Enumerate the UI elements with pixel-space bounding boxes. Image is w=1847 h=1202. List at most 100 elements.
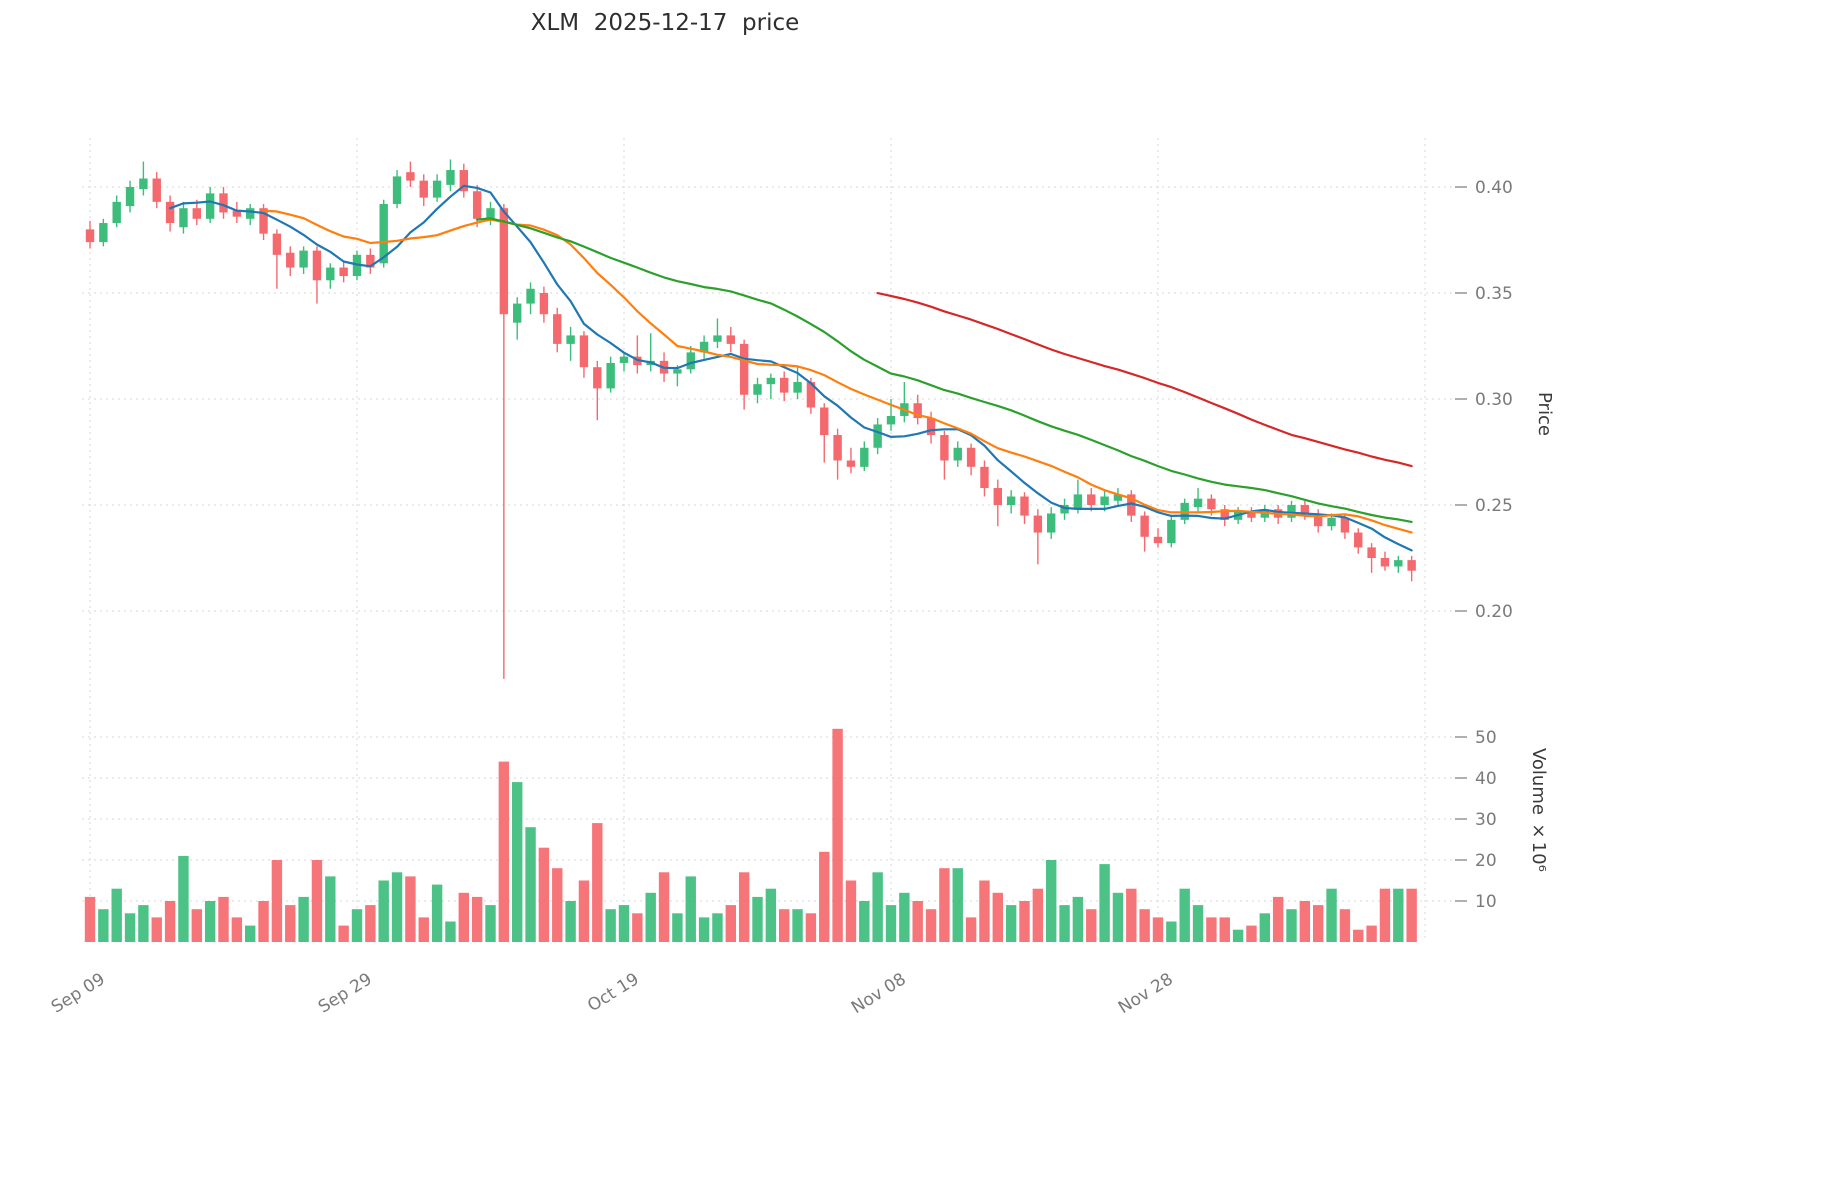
candle-body [766,377,776,385]
volume-bar [1379,888,1391,942]
candle-body [99,223,108,243]
volume-bar [164,901,176,942]
candle-body [339,267,348,277]
volume-bar [552,868,563,942]
volume-bar [1166,921,1177,942]
volume-bar [1152,917,1164,942]
volume-bar [378,880,389,942]
candle-body [1006,496,1016,505]
candle-body [1314,513,1323,527]
volume-bar [752,896,763,942]
candle-body [553,314,562,344]
volume-bar [885,905,897,942]
tick-label: 40 [1475,769,1497,789]
candle-body [1127,494,1136,516]
candle-body [1033,515,1043,533]
ma-line-MA7 [169,184,1413,552]
volume-bar [84,896,96,942]
candle-body [1113,494,1123,501]
volume-bar [1313,905,1324,942]
candle-body [125,187,135,207]
candle-body [406,172,415,181]
candle-body [1407,560,1416,571]
candle-body [219,193,228,213]
volume-bar [485,905,496,942]
volume-bar [592,823,603,942]
candle-body [1060,505,1069,514]
candle-body [699,341,709,353]
volume-bar [298,896,309,942]
volume-bar [1366,925,1377,942]
volume-bar [1032,888,1044,942]
candle-body [459,170,468,192]
volume-bar [899,892,910,942]
tick-label: 0.30 [1475,390,1513,410]
volume-bar [231,917,243,942]
candle-body [1047,513,1056,533]
candle-body [886,415,896,425]
volume-bar [1059,905,1070,942]
volume-bar [1353,929,1364,942]
candle-body [392,176,402,204]
volume-bar [512,782,523,942]
volume-bar [872,872,883,942]
candle-body [1287,505,1296,518]
candle-body [820,407,829,436]
candle-body [1167,519,1176,544]
candle-body [673,369,682,374]
volume-bar [1139,909,1150,942]
volume-bar [445,921,456,942]
candle-body [432,180,442,198]
volume-bar [779,909,790,942]
tick-label: 10 [1475,892,1497,912]
candle-body [980,466,989,489]
volume-bar [1112,892,1124,942]
candle-body [366,254,375,268]
candle-body [753,384,762,395]
volume-bar [1246,925,1257,942]
candle-body [179,208,188,228]
volume-bar [1192,905,1204,942]
candle-body [1020,496,1029,516]
candle-body [139,178,148,190]
volume-bar [618,905,630,942]
candle-body [1087,494,1096,505]
candle-body [1394,560,1403,567]
volume-bar [311,860,323,942]
volume-bar [832,728,843,942]
volume-bar [1259,913,1270,942]
volume-bar [325,876,336,942]
date-tick-label: Sep 09 [48,969,109,1017]
candle-body [566,335,575,344]
volume-bar [204,901,216,942]
candles [85,159,1416,679]
candle-body [1367,547,1376,558]
tick-label: 30 [1475,810,1497,830]
tick-label: 20 [1475,851,1497,871]
candle-body [619,356,629,363]
candle-body [1327,517,1336,527]
volume-bar [1005,905,1017,942]
candle-body [1300,505,1310,514]
chart-title: XLM 2025-12-17 price [530,10,800,36]
volume-bar [1099,864,1110,942]
volume-bar [792,909,803,942]
volume-bar [138,905,149,942]
candle-body [419,180,428,198]
volume-bar [992,892,1003,942]
candle-body [85,229,95,243]
candle-body [205,193,215,219]
volume-bar [1206,917,1217,942]
price-axis-label: Price [1534,392,1555,436]
volume-bar [1326,888,1337,942]
candle-body [472,191,482,219]
volume-bar [178,855,189,942]
candle-body [926,418,936,436]
candle-body [793,382,802,393]
candle-body [953,447,962,461]
candle-body [499,208,509,315]
candle-body [686,352,695,370]
candle-body [272,233,282,255]
volume-bar [605,909,616,942]
